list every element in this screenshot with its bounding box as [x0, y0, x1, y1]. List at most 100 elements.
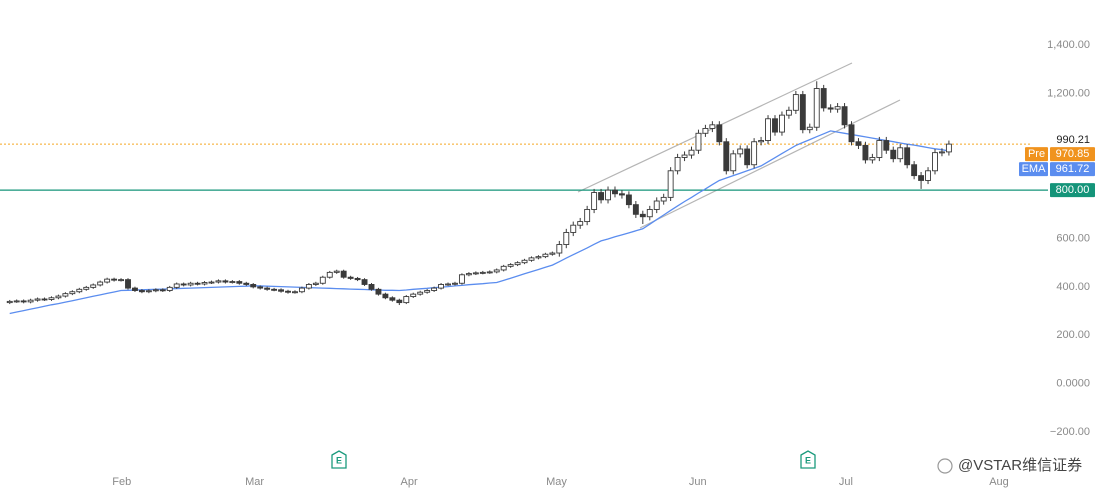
candle-body [535, 256, 542, 259]
candle-body [403, 296, 410, 304]
candle-body [612, 189, 618, 195]
candle-body [41, 298, 48, 301]
candle-body [792, 94, 799, 111]
candle-body [939, 151, 945, 154]
ema-name: EMA [1022, 163, 1047, 175]
candle-body [69, 291, 76, 295]
last-price-label: 990.21 [1056, 134, 1090, 146]
pre-value-box [1050, 147, 1095, 162]
candle-body [479, 271, 486, 274]
candle-body [514, 262, 521, 266]
candle-body [709, 124, 716, 129]
candle-body [458, 274, 465, 284]
candle-body [111, 278, 118, 281]
candle-body [229, 281, 236, 284]
candle-body [639, 213, 646, 218]
candle-body [118, 279, 124, 282]
candle-body [6, 300, 13, 304]
candle-body [55, 295, 62, 299]
candle-body [452, 282, 458, 285]
level-box [1050, 183, 1095, 198]
candle-body [848, 124, 855, 143]
candle-body [278, 289, 285, 292]
candle-body [660, 196, 667, 202]
candle-body [625, 194, 632, 206]
candle-body [507, 264, 514, 267]
candle-body [911, 164, 918, 177]
candle-body [785, 109, 792, 116]
event-marker[interactable]: E [800, 450, 816, 469]
watermark-logo [937, 458, 953, 474]
candle-body [556, 244, 563, 254]
candle-body [445, 283, 451, 286]
candle-body [493, 269, 500, 273]
candle-body [465, 273, 472, 276]
candle-body [285, 290, 291, 293]
watermark: @VSTAR维信证券 [958, 457, 1082, 474]
candle-body [298, 287, 305, 293]
candle-body [368, 284, 375, 290]
candle-body [83, 286, 90, 290]
candle-body [236, 281, 243, 284]
candle-body [584, 209, 591, 223]
candle-body [695, 132, 702, 151]
y-tick-label: 0.0000 [1056, 378, 1090, 390]
candle-body [410, 293, 417, 298]
candle-body [730, 153, 737, 172]
candle-body [166, 286, 173, 291]
trend-line [639, 99, 901, 229]
candle-body [138, 290, 145, 293]
y-tick-label: 400.00 [1056, 281, 1090, 293]
candle-body [361, 279, 368, 285]
candle-body [104, 278, 111, 283]
y-tick-label: 1,200.00 [1047, 87, 1090, 99]
candle-body [549, 252, 556, 255]
ema-value: 961.72 [1056, 163, 1090, 175]
candle-body [27, 299, 34, 303]
candle-body [13, 300, 20, 303]
candle-body [744, 148, 751, 166]
candle-body [20, 300, 27, 303]
candle-body [897, 147, 904, 160]
candle-body [765, 118, 771, 141]
candle-body [591, 192, 598, 210]
candle-body [292, 291, 298, 294]
y-tick-label: −200.00 [1050, 426, 1090, 438]
candle-body [799, 94, 806, 131]
candle-body [883, 140, 890, 151]
candle-body [820, 88, 827, 109]
candle-body [312, 282, 319, 285]
candle-body [333, 270, 340, 273]
candle-body [918, 175, 925, 181]
candle-body [570, 224, 577, 233]
x-tick-label: Jun [689, 476, 707, 488]
candle-body [125, 279, 131, 289]
candle-body [201, 282, 208, 285]
candle-body [598, 192, 605, 201]
x-tick-label: Apr [400, 476, 417, 488]
candle-body [932, 152, 938, 172]
level-label: 800.00 [1056, 184, 1090, 196]
candle-body [438, 284, 445, 289]
candle-body [528, 257, 535, 261]
candle-body [806, 126, 813, 131]
candle-body [521, 259, 528, 264]
candle-body [855, 141, 862, 146]
candle-body [145, 290, 152, 293]
candle-body [716, 124, 723, 143]
candle-body [653, 200, 660, 210]
candle-body [431, 287, 438, 291]
candle-body [97, 281, 104, 286]
x-tick-label: Aug [989, 476, 1009, 488]
candle-body [194, 282, 201, 285]
candle-body [250, 284, 257, 288]
candle-body [382, 293, 389, 299]
pre-name: Pre [1028, 148, 1045, 160]
x-tick-label: Jul [839, 476, 853, 488]
event-marker[interactable]: E [331, 450, 347, 469]
candle-body [486, 271, 493, 274]
candle-body [187, 282, 194, 286]
candle-body [751, 141, 758, 166]
candle-body [208, 281, 215, 284]
candle-body [173, 283, 180, 288]
